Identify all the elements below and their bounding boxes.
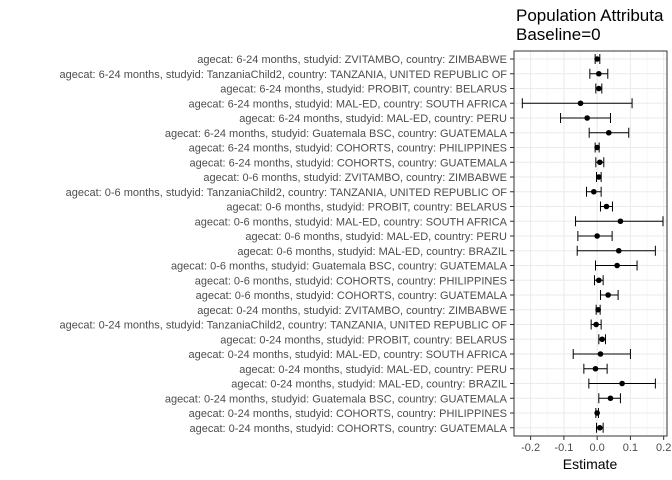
forest-row-mark [576,245,656,256]
estimate-point [605,129,612,136]
forest-row-mark [595,304,601,315]
y-tick-label: agecat: 0-6 months, studyid: MAL-ED, cou… [237,246,507,258]
y-tick-label: agecat: 0-24 months, studyid: MAL-ED, co… [231,379,507,391]
y-tick-label: agecat: 0-24 months, studyid: MAL-ED, co… [239,364,507,376]
x-tick-label: 0.1 [623,442,638,454]
y-tick-label: agecat: 0-6 months, studyid: COHORTS, co… [195,275,507,287]
plot-panel [513,50,668,437]
forest-row-mark [599,201,613,212]
estimate-point [591,188,597,195]
forest-row-mark [521,98,633,109]
forest-row-mark [588,127,630,138]
forest-row-mark [560,113,611,123]
forest-row-mark [588,378,656,389]
estimate-point [599,336,605,343]
forest-row-mark [590,319,602,330]
y-tick-label: agecat: 6-24 months, studyid: ZVITAMBO, … [197,54,507,66]
y-tick-label: agecat: 0-24 months, studyid: Guatemala … [165,393,508,405]
estimate-point [594,233,600,239]
y-tick-label: agecat: 6-24 months, studyid: COHORTS, c… [189,143,507,155]
forest-row-mark [598,334,606,345]
y-axis-labels: agecat: 6-24 months, studyid: ZVITAMBO, … [59,54,514,435]
y-tick-label: agecat: 0-6 months, studyid: PROBIT, cou… [226,202,507,214]
estimate-point [597,351,604,357]
y-tick-label: agecat: 6-24 months, studyid: MAL-ED, co… [239,113,507,125]
y-tick-label: agecat: 6-24 months, studyid: TanzaniaCh… [59,69,507,81]
estimate-point [594,144,600,151]
forest-row-mark [599,290,619,300]
estimate-point [617,218,624,225]
forest-row-mark [589,68,609,79]
estimate-point [605,292,611,298]
forest-row-mark [594,408,600,418]
y-tick-label: agecat: 0-6 months, studyid: ZVITAMBO, c… [203,172,507,184]
y-tick-label: agecat: 0-6 months, studyid: MAL-ED, cou… [245,231,507,243]
estimate-point [619,380,625,387]
x-tick-label: -0.1 [554,442,573,454]
estimate-point [584,115,590,121]
y-tick-label: agecat: 0-24 months, studyid: TanzaniaCh… [59,320,507,332]
chart-title: Population Attributa Baseline=0 [516,6,664,44]
estimate-point [596,70,602,77]
forest-row-mark [593,275,604,286]
y-tick-label: agecat: 6-24 months, studyid: Guatemala … [165,128,508,140]
chart-title-line-1: Population Attributa [516,6,664,25]
forest-row-mark [586,186,602,197]
y-tick-label: agecat: 6-24 months, studyid: PROBIT, co… [220,84,507,96]
y-tick-label: agecat: 6-24 months, studyid: MAL-ED, co… [188,98,507,110]
estimate-point [592,365,599,372]
y-tick-label: agecat: 0-6 months, studyid: TanzaniaChi… [66,187,508,199]
estimate-point [615,247,622,254]
y-tick-label: agecat: 0-24 months, studyid: PROBIT, co… [220,334,507,346]
estimate-point [594,56,600,62]
forest-row-mark [595,422,604,433]
forest-row-mark [598,393,621,404]
estimate-point [597,424,603,431]
estimate-point [595,306,601,313]
x-tick-label: 0.2 [656,442,671,454]
forest-row-mark [594,142,600,153]
forest-row-mark [577,231,613,241]
y-tick-label: agecat: 0-24 months, studyid: ZVITAMBO, … [197,305,507,317]
estimate-point [596,85,602,92]
x-axis-title: Estimate [563,456,618,472]
y-tick-label: agecat: 0-24 months, studyid: COHORTS, c… [189,408,507,420]
y-tick-label: agecat: 0-24 months, studyid: MAL-ED, co… [188,349,507,361]
forest-row-mark [575,216,664,227]
estimate-point [577,100,584,107]
estimate-point [594,410,600,416]
x-tick-label: -0.2 [521,442,540,454]
forest-row-mark [595,157,605,168]
forest-row-mark [572,349,631,359]
estimate-point [603,203,610,210]
y-tick-label: agecat: 0-6 months, studyid: Guatemala B… [171,261,508,273]
x-axis: -0.2 -0.1 0.0 0.1 0.2 [521,436,671,454]
estimate-point [596,277,602,284]
forest-row-mark [583,363,608,374]
forest-row-mark [595,83,603,94]
y-tick-label: agecat: 6-24 months, studyid: COHORTS, c… [190,157,508,169]
y-tick-label: agecat: 0-6 months, studyid: COHORTS, co… [196,290,508,302]
estimate-point [593,321,599,328]
forest-row-mark [594,260,638,271]
forest-row-mark [594,54,601,64]
estimate-point [596,174,602,180]
panel-border [513,50,668,437]
y-tick-label: agecat: 0-6 months, studyid: MAL-ED, cou… [195,216,508,228]
estimate-point [614,262,620,269]
chart-title-line-2: Baseline=0 [516,25,601,44]
estimate-point [597,159,603,166]
estimate-point [607,395,614,402]
y-tick-label: agecat: 0-24 months, studyid: COHORTS, c… [190,423,508,435]
forest-row-mark [595,172,602,182]
x-tick-label: 0.0 [590,442,605,454]
